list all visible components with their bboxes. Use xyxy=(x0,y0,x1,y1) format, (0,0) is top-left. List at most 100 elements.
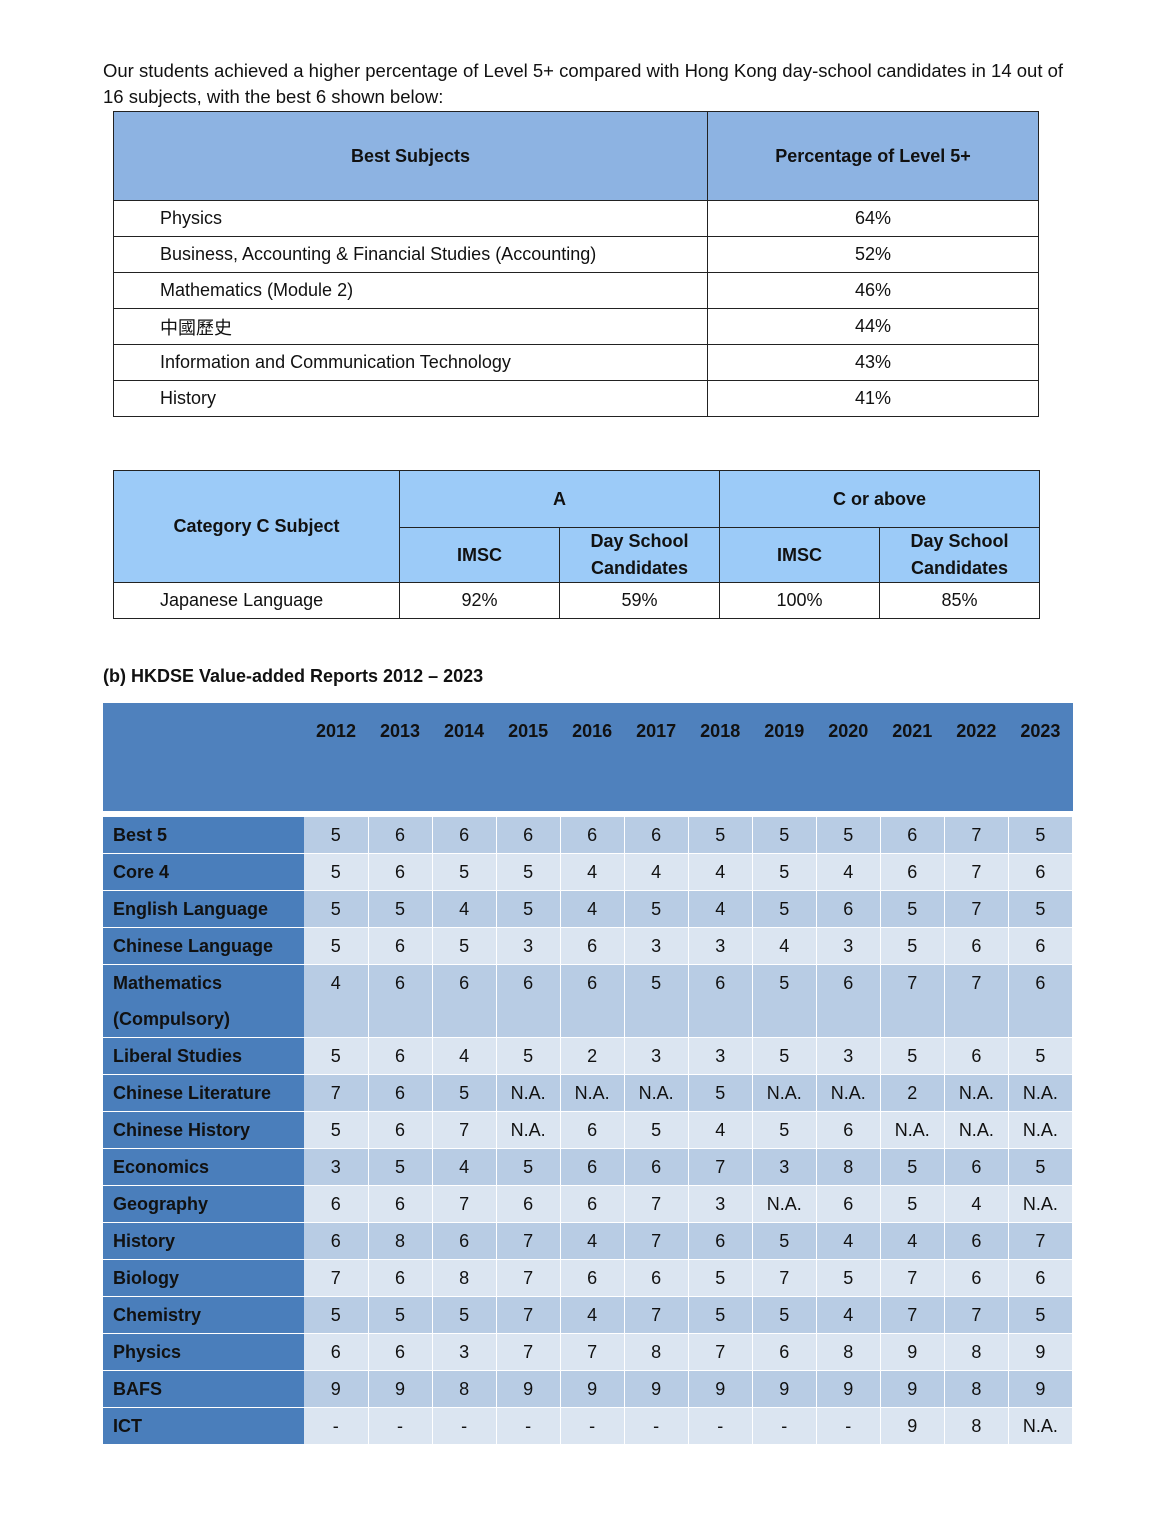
score: N.A. xyxy=(1008,1184,1074,1222)
score: 8 xyxy=(944,1332,1009,1370)
score: 6 xyxy=(304,1184,369,1222)
year-header: 2020 xyxy=(816,703,881,811)
score: 3 xyxy=(688,1036,753,1074)
score: 6 xyxy=(752,1332,817,1370)
row-label: History xyxy=(103,1221,304,1259)
score: 5 xyxy=(880,1184,945,1222)
subject: History xyxy=(113,380,708,417)
score: 5 xyxy=(816,815,881,853)
score: 5 xyxy=(1008,1147,1074,1185)
subject: Mathematics (Module 2) xyxy=(113,272,708,309)
score: - xyxy=(496,1406,561,1444)
score: N.A. xyxy=(880,1110,945,1148)
score: 7 xyxy=(880,1295,945,1333)
score: 7 xyxy=(432,1184,497,1222)
table-row: History 41% xyxy=(113,380,1039,417)
score: 6 xyxy=(368,1184,433,1222)
score: 7 xyxy=(688,1332,753,1370)
score: 3 xyxy=(304,1147,369,1185)
row-label: BAFS xyxy=(103,1369,304,1407)
score: 6 xyxy=(944,1221,1009,1259)
score: 3 xyxy=(688,1184,753,1222)
score: 6 xyxy=(368,1258,433,1296)
table-body: Best 5 5 6 6 6 6 6 5 5 5 6 7 5 Core 4 5 6 5 5 4 4 4 5 4 6 7 6 Engl… xyxy=(103,811,1074,1444)
table-row: 中國歷史 44% xyxy=(113,308,1039,345)
score: 6 xyxy=(496,815,561,853)
score: 4 xyxy=(688,1110,753,1148)
score: 4 xyxy=(624,852,689,890)
score: 7 xyxy=(496,1332,561,1370)
score: 9 xyxy=(368,1369,433,1407)
score: 7 xyxy=(560,1332,625,1370)
score: 5 xyxy=(496,889,561,927)
score: N.A. xyxy=(624,1073,689,1111)
score: 4 xyxy=(816,1221,881,1259)
score: 2 xyxy=(560,1036,625,1074)
row-label: Chinese Language xyxy=(103,926,304,964)
score: 7 xyxy=(496,1295,561,1333)
score: 4 xyxy=(432,1147,497,1185)
score: 9 xyxy=(304,1369,369,1407)
score: 5 xyxy=(880,926,945,964)
score: 5 xyxy=(816,1258,881,1296)
table-row: Geography 6 6 7 6 6 7 3 N.A. 6 5 4 N.A. xyxy=(103,1184,1074,1222)
score: 3 xyxy=(688,926,753,964)
table-row: Chinese Literature 7 6 5 N.A. N.A. N.A. 5 N.A. N.… xyxy=(103,1073,1074,1111)
score: 4 xyxy=(688,889,753,927)
row-label: Mathematics (Compulsory) xyxy=(103,963,304,1037)
score: 3 xyxy=(624,926,689,964)
row-label: Chinese Literature xyxy=(103,1073,304,1111)
row-label: Best 5 xyxy=(103,815,304,853)
score: 5 xyxy=(752,889,817,927)
score: - xyxy=(688,1406,753,1444)
score: 5 xyxy=(752,1110,817,1148)
table-row: Chinese Language 5 6 5 3 6 3 3 4 3 5 6 6 xyxy=(103,926,1074,964)
score: 5 xyxy=(880,1036,945,1074)
score: 5 xyxy=(496,1147,561,1185)
score: 6 xyxy=(816,963,881,1037)
score: 6 xyxy=(368,852,433,890)
score: 6 xyxy=(496,963,561,1037)
table-row: Physics 64% xyxy=(113,200,1039,237)
table-row: Japanese Language 92% 59% 100% 85% xyxy=(113,582,1040,619)
score: 5 xyxy=(880,1147,945,1185)
subject: Japanese Language xyxy=(113,582,400,619)
subject: Physics xyxy=(113,200,708,237)
score: 4 xyxy=(816,852,881,890)
score: 5 xyxy=(368,1295,433,1333)
score: N.A. xyxy=(560,1073,625,1111)
score: 6 xyxy=(368,815,433,853)
score: 8 xyxy=(816,1147,881,1185)
subheader-row: IMSC Day School Candidates IMSC Day School … xyxy=(114,527,1040,583)
score: 8 xyxy=(432,1369,497,1407)
row-label: Geography xyxy=(103,1184,304,1222)
year-header: 2015 xyxy=(496,703,561,811)
row-label: Core 4 xyxy=(103,852,304,890)
score: N.A. xyxy=(752,1073,817,1111)
score: 7 xyxy=(944,889,1009,927)
table-row: Economics 3 5 4 5 6 6 7 3 8 5 6 5 xyxy=(103,1147,1074,1185)
score: 6 xyxy=(688,1221,753,1259)
score: 3 xyxy=(624,1036,689,1074)
percentage: 43% xyxy=(707,344,1039,381)
score: 6 xyxy=(432,963,497,1037)
score: 5 xyxy=(432,926,497,964)
row-label: Chinese History xyxy=(103,1110,304,1148)
score: - xyxy=(304,1406,369,1444)
score: 4 xyxy=(880,1221,945,1259)
corner xyxy=(103,703,304,811)
score: 5 xyxy=(1008,1036,1074,1074)
best-subjects-table: Best Subjects Percentage of Level 5+ Phys… xyxy=(113,111,1039,417)
score: 5 xyxy=(304,889,369,927)
score: N.A. xyxy=(816,1073,881,1111)
score: 7 xyxy=(304,1258,369,1296)
score: 5 xyxy=(432,1295,497,1333)
score: 8 xyxy=(944,1369,1009,1407)
score: N.A. xyxy=(496,1073,561,1111)
score: 7 xyxy=(752,1258,817,1296)
column-header: Category C Subject xyxy=(113,470,400,583)
score: 5 xyxy=(688,1295,753,1333)
year-header: 2013 xyxy=(368,703,433,811)
